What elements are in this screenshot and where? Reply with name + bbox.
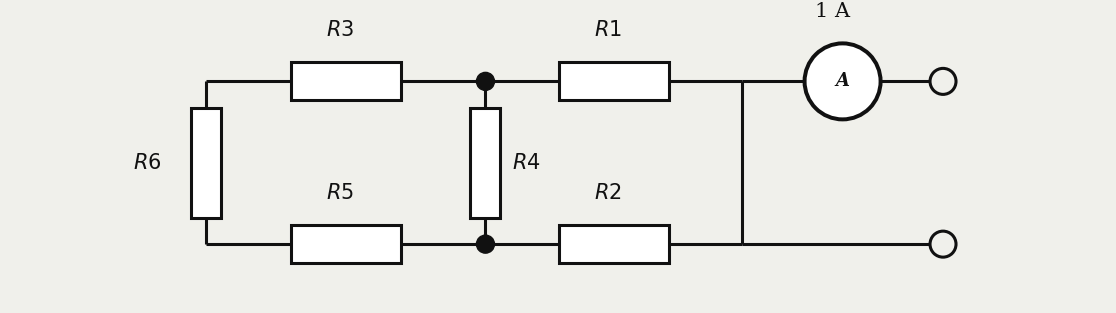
Ellipse shape: [477, 72, 494, 90]
Bar: [291, 62, 401, 100]
Bar: [559, 225, 668, 263]
Bar: [471, 108, 500, 218]
Text: $R6$: $R6$: [133, 153, 162, 173]
Bar: [291, 225, 401, 263]
Bar: [559, 62, 668, 100]
Text: $R3$: $R3$: [326, 20, 354, 40]
Text: $R1$: $R1$: [594, 20, 622, 40]
Bar: [192, 108, 221, 218]
Text: 1 A: 1 A: [815, 3, 850, 21]
Text: $R2$: $R2$: [594, 183, 622, 203]
Text: $R5$: $R5$: [326, 183, 354, 203]
Text: $R4$: $R4$: [512, 153, 541, 173]
Ellipse shape: [477, 235, 494, 253]
Text: A: A: [836, 72, 849, 90]
Ellipse shape: [805, 44, 881, 119]
